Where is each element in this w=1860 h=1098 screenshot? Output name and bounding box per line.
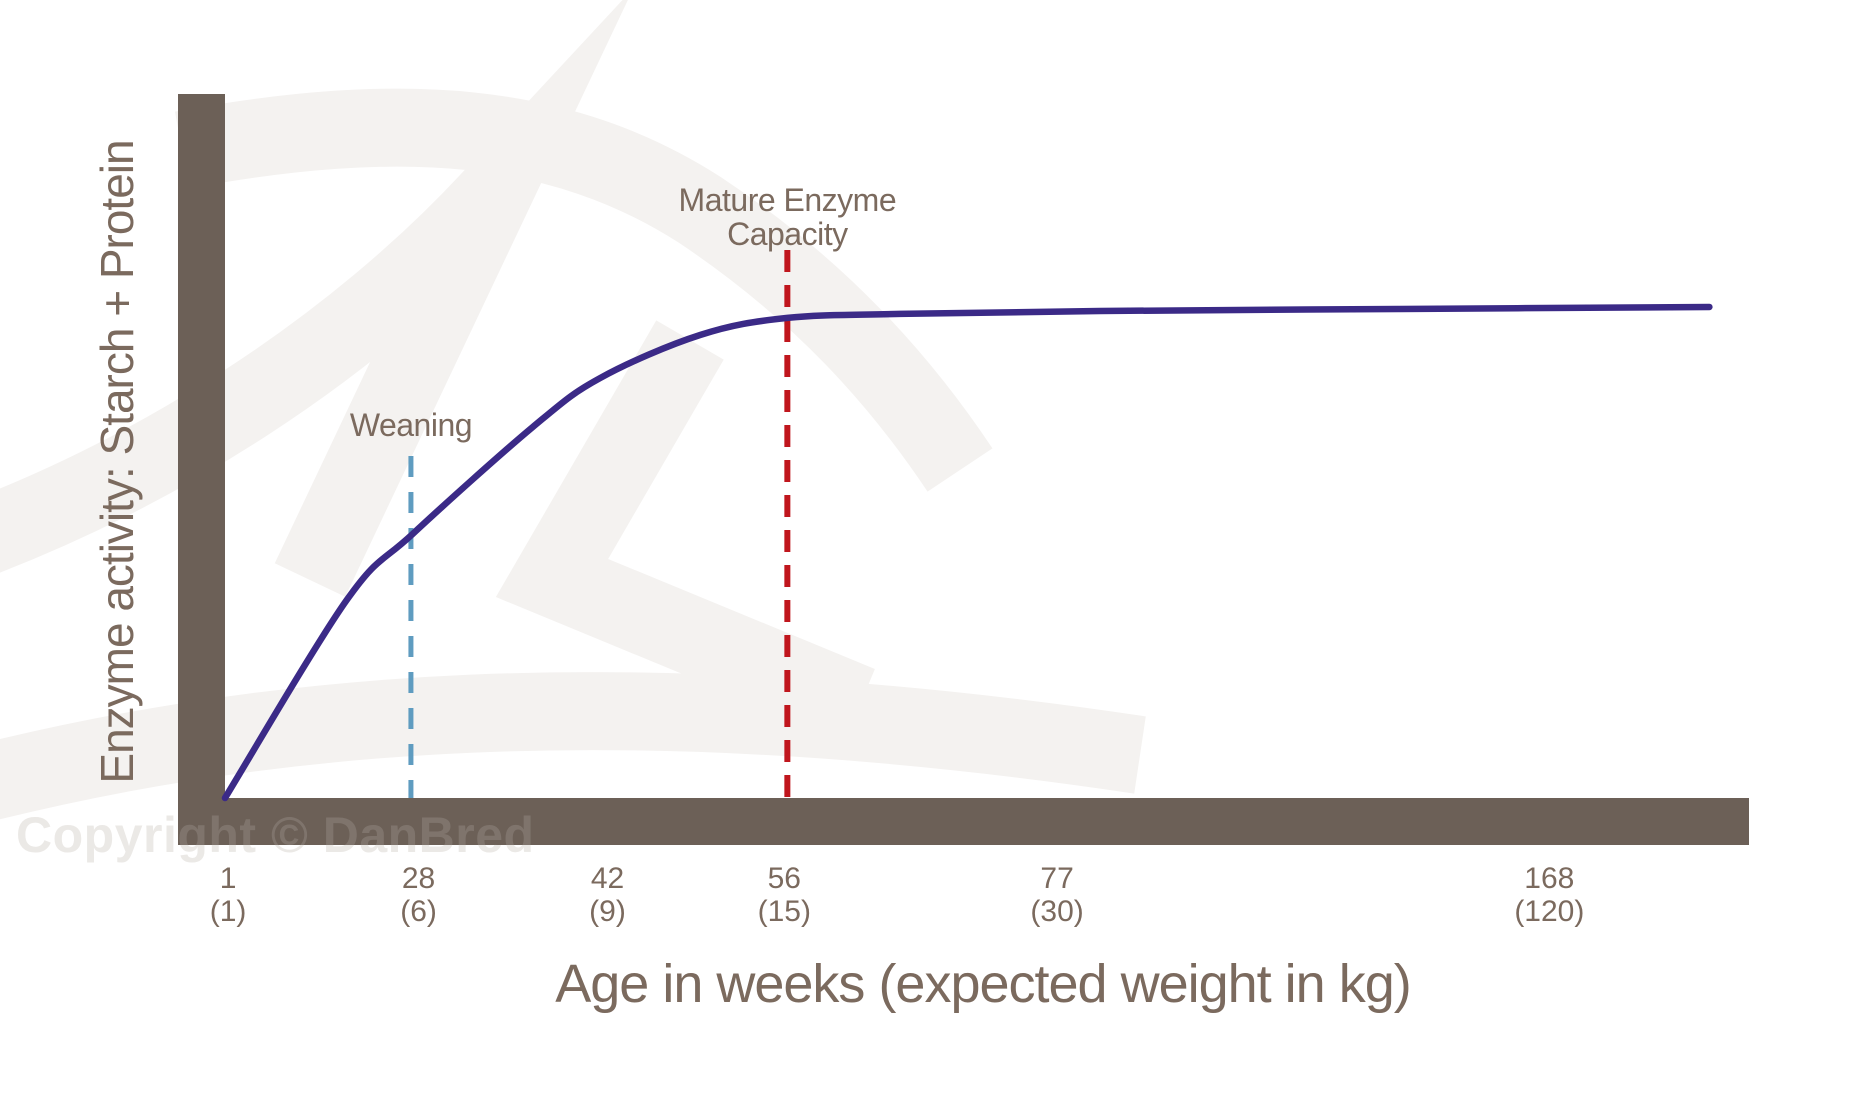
x-tick-age-weeks: 168 (1524, 862, 1575, 895)
weaning-label: Weaning (349, 407, 473, 443)
x-tick-age-weeks: 1 (219, 862, 237, 895)
danbred-logo-strokes (0, 0, 1146, 820)
x-tick-age-weeks: 42 (590, 862, 625, 895)
x-tick-28-weeks: 28 (6) (400, 862, 437, 928)
x-tick-expected-weight: (9) (589, 895, 626, 928)
logo-wing-tip (0, 0, 628, 597)
mature-enzyme-label: Mature Enzyme Capacity (678, 182, 897, 252)
y-axis-label: Enzyme activity: Starch + Protein (91, 140, 143, 784)
x-tick-age-weeks: 28 (401, 862, 436, 895)
y-axis-bar (178, 94, 225, 845)
x-tick-expected-weight: (1) (209, 895, 247, 928)
x-tick-56-weeks: 56 (15) (758, 862, 811, 928)
x-tick-expected-weight: (120) (1514, 895, 1585, 928)
x-tick-expected-weight: (6) (400, 895, 437, 928)
copyright-watermark-overlay: Copyright © DanBred (16, 807, 535, 863)
x-tick-age-weeks: 56 (767, 862, 801, 895)
x-tick-expected-weight: (15) (757, 895, 811, 928)
enzyme-activity-curve (221, 303, 1713, 802)
x-tick-168-weeks: 168 (120) (1514, 862, 1584, 928)
x-tick-expected-weight: (30) (1030, 895, 1084, 928)
x-tick-age-weeks: 77 (1040, 862, 1074, 895)
x-axis-bar (178, 798, 1749, 845)
x-axis-label: Age in weeks (expected weight in kg) (555, 954, 1411, 1014)
x-tick-1-weeks: 1 (1) (210, 862, 247, 928)
x-tick-77-weeks: 77 (30) (1030, 862, 1083, 928)
logo-chevron (495, 320, 875, 742)
x-tick-42-weeks: 42 (9) (589, 862, 626, 928)
logo-bottom-swoosh (0, 672, 1146, 820)
logo-top-swoosh (174, 88, 993, 492)
